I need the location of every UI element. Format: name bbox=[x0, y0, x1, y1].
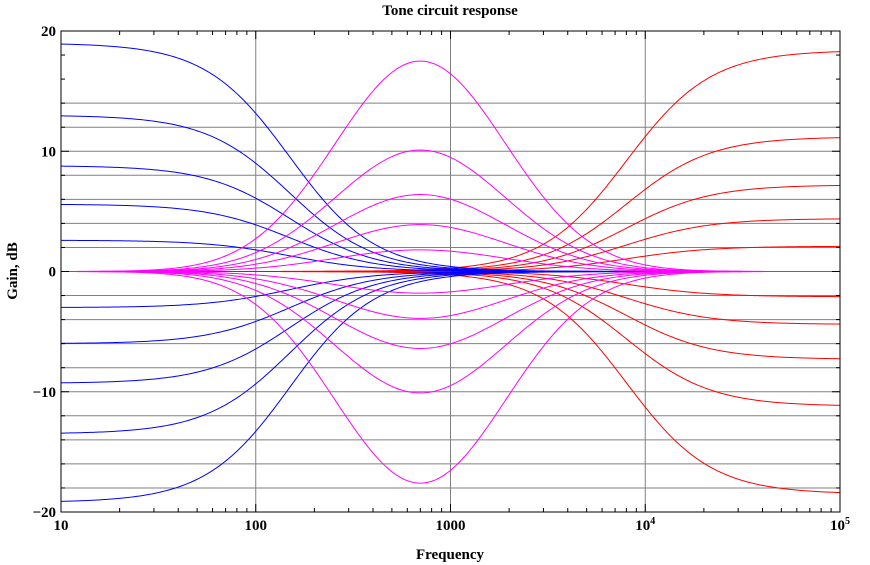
y-axis-label: Gain, dB bbox=[5, 242, 21, 300]
x-tick-exponent: 4 bbox=[650, 516, 655, 527]
series bbox=[60, 43, 841, 502]
x-tick-label: 1000 bbox=[436, 518, 466, 534]
chart-title: Tone circuit response bbox=[382, 3, 518, 19]
x-tick-label: 100 bbox=[245, 518, 268, 534]
x-tick-label: 105 bbox=[830, 516, 850, 534]
x-tick-label: 104 bbox=[635, 516, 655, 534]
y-tick-label: −20 bbox=[32, 505, 56, 521]
y-tick-label: 0 bbox=[49, 265, 57, 281]
y-tick-label: −10 bbox=[32, 385, 56, 401]
x-axis-label: Frequency bbox=[416, 547, 485, 563]
mid-curve bbox=[61, 271, 840, 484]
x-tick-label: 10 bbox=[54, 518, 69, 534]
y-tick-label: 20 bbox=[41, 24, 56, 40]
y-tick-label: 10 bbox=[41, 144, 56, 160]
x-tick-exponent: 5 bbox=[845, 516, 850, 527]
